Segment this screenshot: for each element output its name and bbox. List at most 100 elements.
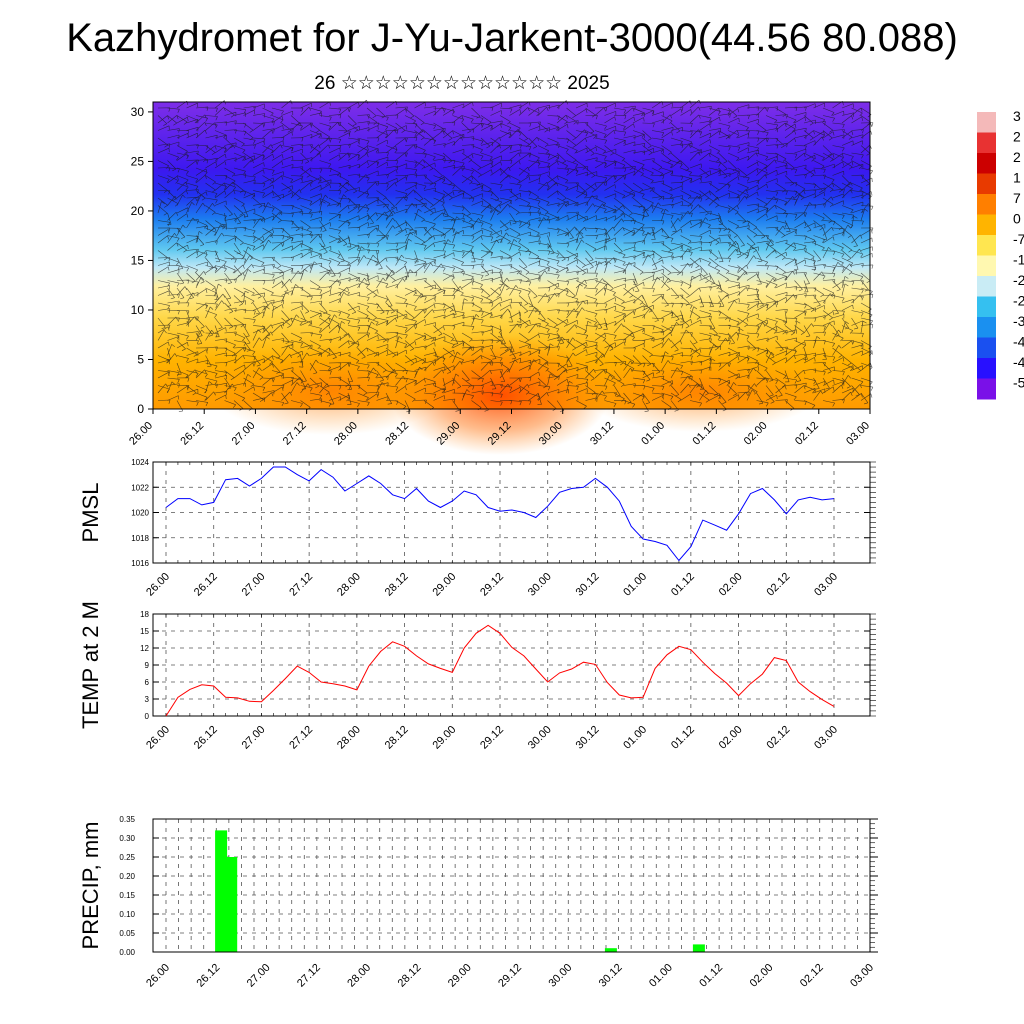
colorbar-swatch [977, 194, 996, 215]
precip-bar [225, 857, 238, 952]
colorbar: 3 2 2 1 7 0 -7 -1 -2 -2 -3 -4 -4 -5 [977, 108, 1024, 400]
x-tick-label: 02.00 [717, 571, 745, 599]
x-tick-label: 03.00 [812, 571, 840, 599]
colorbar-label: 1 [1013, 170, 1021, 186]
y-tick-label: 18 [140, 610, 149, 619]
warm-area [210, 345, 450, 435]
grid [153, 613, 870, 717]
precip-bar [215, 830, 228, 952]
x-tick-label: 28.00 [345, 962, 373, 990]
colorbar-label: -2 [1013, 272, 1024, 288]
y-tick-label: 0 [137, 402, 144, 416]
x-tick-label: 26.00 [144, 571, 172, 599]
x-tick-label: 27.12 [287, 724, 315, 752]
x-tick-label: 26.12 [192, 571, 220, 599]
precip-bar [692, 944, 705, 952]
colorbar-swatch [977, 132, 996, 154]
y-tick-label: 0.35 [119, 815, 135, 824]
x-tick-label: 30.12 [597, 962, 625, 990]
page-subtitle: 26 ☆☆☆☆☆☆☆☆☆☆☆☆☆ 2025 [314, 73, 610, 94]
y-tick-label: 5 [137, 352, 144, 366]
page-title: Kazhydromet for J-Yu-Jarkent-3000(44.56 … [66, 16, 958, 60]
y-tick-label: 0.10 [119, 910, 135, 919]
colorbar-label: 2 [1013, 149, 1021, 165]
colorbar-label: -2 [1013, 293, 1024, 309]
colorbar-label: 7 [1013, 190, 1021, 206]
colorbar-swatch [977, 173, 996, 195]
x-tick-label: 26.00 [144, 724, 172, 752]
plot-frame [152, 613, 871, 717]
temp-axis-label: TEMP at 2 M [78, 601, 103, 729]
wind-barbs [157, 99, 874, 413]
x-tick-label: 27.00 [245, 962, 273, 990]
colorbar-swatch [977, 358, 996, 379]
colorbar-swatch [977, 296, 996, 318]
y-tick-label: 30 [131, 105, 145, 119]
colorbar-label: -3 [1013, 313, 1024, 329]
x-tick-label: 26.12 [192, 724, 220, 752]
pmsl-panel: 1016 1018 1020 1022 1024 26.00 26.12 27.00 27.12… [78, 458, 876, 599]
x-tick-label: 30.00 [526, 571, 554, 599]
x-tick-label: 29.00 [430, 571, 458, 599]
precip-panel: 0.00 0.05 0.10 0.15 0.20 0.25 0.30 0.35 26.00 26.… [78, 815, 878, 990]
plot-frame [152, 818, 871, 953]
y-tick-label: 0.05 [119, 929, 135, 938]
colorbar-label: -4 [1013, 334, 1024, 350]
y-tick-label: 0.30 [119, 834, 135, 843]
x-tick-label: 02.00 [717, 724, 745, 752]
x-tick-label: 01.12 [697, 962, 725, 990]
x-tick-label: 02.12 [793, 420, 821, 448]
x-tick-label: 30.12 [574, 724, 602, 752]
y-tick-label: 6 [145, 678, 150, 687]
x-tick-label: 29.12 [496, 962, 524, 990]
x-tick-label: 28.12 [383, 724, 411, 752]
x-tick-label: 02.12 [764, 571, 792, 599]
x-tick-label: 26.12 [178, 420, 206, 448]
colorbar-label: -1 [1013, 252, 1024, 268]
y-tick-label: 3 [145, 695, 150, 704]
precip-axis-label: PRECIP, mm [78, 822, 103, 950]
colorbar-swatch [977, 235, 996, 256]
colorbar-label: 2 [1013, 129, 1021, 145]
y-tick-label: 1016 [131, 559, 149, 568]
grid [153, 818, 871, 953]
x-tick-label: 01.00 [621, 571, 649, 599]
colorbar-swatch [977, 214, 996, 236]
y-tick-label: 1024 [131, 458, 149, 467]
x-tick-label: 26.00 [127, 420, 155, 448]
x-tick-label: 03.00 [844, 420, 872, 448]
y-tick-label: 25 [131, 154, 145, 168]
x-tick-label: 28.00 [335, 571, 363, 599]
x-tick-label: 28.12 [396, 962, 424, 990]
x-tick-label: 30.00 [526, 724, 554, 752]
colorbar-swatch [977, 153, 996, 174]
colorbar-swatch [977, 276, 996, 297]
colorbar-swatch [977, 317, 996, 338]
colorbar-swatch [977, 255, 996, 277]
y-tick-label: 0.20 [119, 872, 135, 881]
x-tick-label: 01.12 [669, 724, 697, 752]
colorbar-swatch [977, 112, 996, 133]
y-tick-label: 15 [131, 253, 145, 267]
y-tick-label: 0 [145, 712, 150, 721]
y-tick-label: 0.00 [119, 948, 135, 957]
x-tick-label: 27.00 [240, 571, 268, 599]
y-tick-label: 12 [140, 644, 149, 653]
grid [153, 461, 870, 564]
x-tick-label: 01.00 [647, 962, 675, 990]
x-tick-label: 27.12 [287, 571, 315, 599]
colorbar-swatch [977, 378, 996, 400]
x-tick-label: 27.00 [240, 724, 268, 752]
x-tick-label: 26.00 [144, 962, 172, 990]
y-tick-label: 9 [145, 661, 150, 670]
x-tick-label: 01.12 [669, 571, 697, 599]
pmsl-series-line [165, 466, 835, 562]
x-tick-label: 28.12 [383, 571, 411, 599]
y-tick-label: 0.15 [119, 891, 135, 900]
x-tick-label: 26.12 [194, 962, 222, 990]
x-tick-label: 30.00 [546, 962, 574, 990]
x-tick-label: 02.00 [748, 962, 776, 990]
colorbar-label: 3 [1013, 108, 1021, 124]
x-tick-label: 29.12 [478, 571, 506, 599]
